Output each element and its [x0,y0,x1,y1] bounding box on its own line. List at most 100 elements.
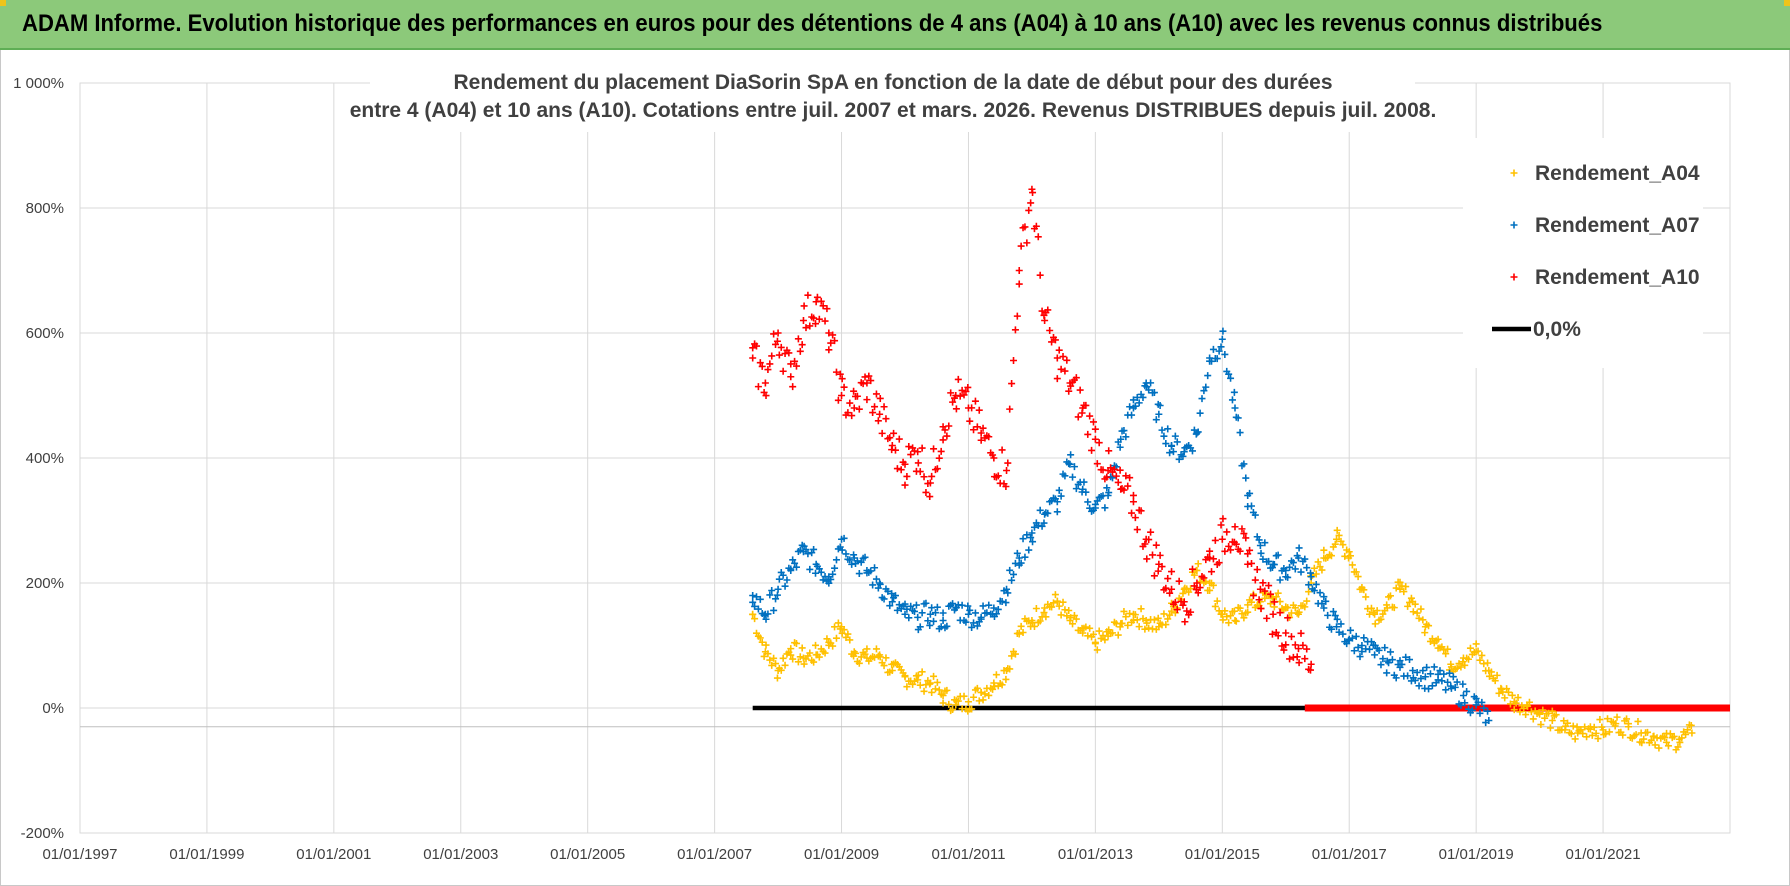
x-tick-label: 01/01/2003 [423,846,498,863]
a04-point [920,687,928,695]
a07-point [1147,379,1155,387]
a10-point [1221,547,1229,555]
a07-point [1436,667,1444,675]
a07-point [901,610,909,618]
a07-point [1482,719,1490,727]
a10-point [1095,439,1103,447]
a07-point [1447,684,1455,692]
a10-point [848,412,856,420]
a07-point [1333,623,1341,631]
a07-point [1280,565,1288,573]
a10-point [1105,447,1113,455]
a10-point [973,423,981,431]
a07-point [1297,568,1305,576]
a10-point [1099,466,1107,474]
a10-point [1023,239,1031,247]
a04-point [1160,610,1168,618]
a10-point [1194,589,1202,597]
a04-point [1525,698,1533,706]
a07-point [1040,519,1048,527]
a07-point [1027,534,1035,542]
a07-point [874,584,882,592]
a04-point [1261,594,1269,602]
a07-point [1248,502,1255,510]
a04-point [1065,606,1073,614]
a07-point [1067,451,1075,459]
a10-point [1291,641,1299,649]
a04-point [773,674,781,682]
a04-point [1137,605,1145,613]
a04-point [1598,723,1606,731]
a04-point [1312,570,1320,578]
a10-point [1179,601,1187,609]
a10-point [1162,584,1170,592]
a10-point [1131,514,1139,522]
a07-point [1019,535,1027,543]
a07-point [1425,685,1433,693]
a07-point [1465,705,1473,713]
a04-point [1407,594,1415,602]
a04-point [1623,715,1631,723]
a04-point [779,654,787,662]
a07-point [1099,492,1107,500]
a07-point [1139,393,1147,401]
a04-point [1360,586,1368,594]
a07-point [1070,463,1078,471]
a07-point [821,572,829,580]
chart-title-line-1: Rendement du placement DiaSorin SpA en f… [453,71,1332,94]
a07-point [1345,636,1353,644]
a04-point [1465,655,1473,663]
a07-point [964,602,972,610]
a07-point [930,617,938,625]
a04-point [1579,730,1587,738]
a10-point [1168,568,1176,576]
a04-point [844,630,852,638]
a04-point [1605,728,1613,736]
a04-point [1508,691,1516,699]
a04-point [1485,672,1493,680]
a04-point [1472,640,1480,648]
a10-point [1200,574,1208,582]
banner-corner-left [0,0,6,6]
a10-point [1286,655,1294,663]
a07-point [1446,669,1453,677]
a07-point [1227,374,1235,382]
a10-point [754,383,762,391]
a10-point [817,297,825,305]
a04-point [1067,614,1075,622]
a07-point [787,565,795,573]
a07-point [789,556,797,564]
a07-point [1324,611,1332,619]
a10-point [1263,614,1271,622]
a07-point [791,559,799,567]
a10-point [1164,575,1172,583]
a07-point [1152,416,1160,424]
a10-point [787,360,795,368]
a10-point [943,432,951,440]
a04-point [939,699,947,707]
a04-point [1421,629,1429,637]
a04-point [1314,558,1322,566]
a07-point [1312,580,1320,588]
a07-point [1463,687,1471,695]
a07-point [775,575,783,583]
a04-point [981,690,989,698]
a10-point [838,392,846,399]
a07-point [977,615,985,623]
a04-point [1015,630,1023,638]
a10-point [1003,467,1011,474]
a10-point [1074,413,1082,421]
x-tick-label: 01/01/2001 [296,846,371,863]
a04-point [1042,613,1050,621]
a04-point [1139,615,1147,623]
a07-point [1360,634,1368,642]
a10-point [1187,608,1195,616]
a04-point [1236,604,1244,612]
a10-point [1253,566,1261,574]
a04-point [1571,735,1579,743]
a04-point [1017,622,1025,630]
a10-point [1061,367,1069,375]
a04-point [1343,546,1351,554]
a04-point [777,666,785,674]
a10-point [1282,641,1290,649]
